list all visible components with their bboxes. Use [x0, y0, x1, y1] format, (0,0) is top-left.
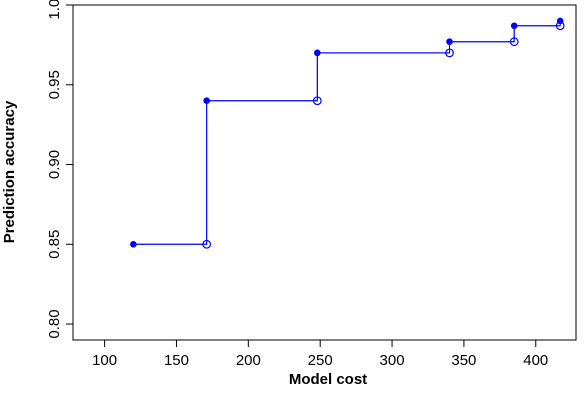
series-2-point-4	[555, 21, 565, 31]
x-tick-label-100: 100	[92, 352, 117, 369]
series-2-point-1	[312, 96, 322, 106]
series-2-point-0	[202, 239, 212, 249]
x-tick-label-150: 150	[164, 352, 189, 369]
y-tick-label-0.85: 0.85	[46, 230, 63, 259]
y-tick-label-0.95: 0.95	[46, 70, 63, 99]
series-2-point-3	[509, 37, 519, 47]
plot-frame	[72, 4, 577, 341]
y-tick-label-1.00: 1.00	[46, 0, 63, 20]
y-tick-label-0.80: 0.80	[46, 309, 63, 338]
x-tick-label-400: 400	[523, 352, 548, 369]
series-1-line	[133, 20, 561, 245]
x-tick-label-350: 350	[451, 352, 476, 369]
series-2-point-2	[445, 48, 454, 58]
y-axis: 0.80 0.85 0.90 0.95 1.00	[46, 0, 73, 339]
x-tick-label-200: 200	[236, 352, 261, 369]
x-tick-label-250: 250	[308, 352, 333, 369]
x-axis-title: Model cost	[289, 371, 367, 388]
series-2-line	[133, 25, 561, 245]
y-axis-title: Prediction accuracy	[1, 100, 18, 243]
y-tick-label-0.90: 0.90	[46, 150, 63, 179]
series-layer	[130, 17, 565, 249]
x-tick-label-300: 300	[380, 352, 405, 369]
x-axis: 100 150 200 250 300 350 400	[92, 340, 548, 369]
